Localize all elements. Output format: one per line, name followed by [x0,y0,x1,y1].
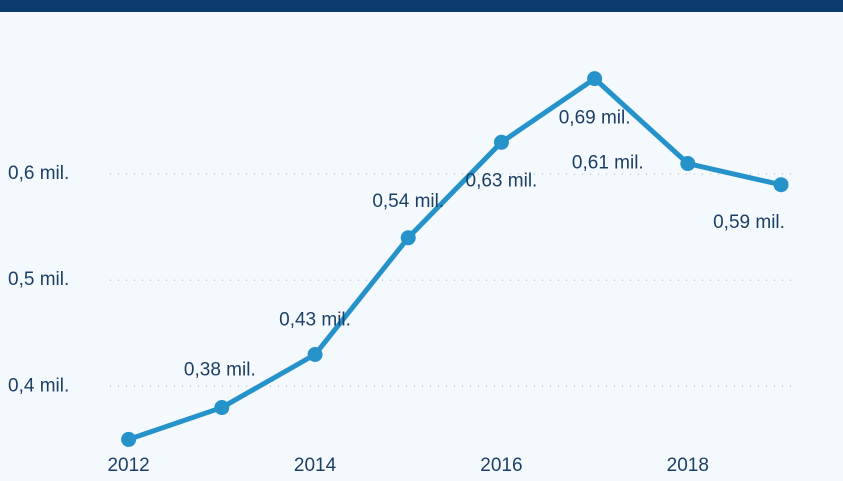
y-tick-label: 0,4 mil. [8,375,69,396]
marker [307,347,323,363]
line [127,76,782,442]
marker [493,134,509,150]
x-tick-label: 2018 [667,455,709,476]
x-tick-label: 2014 [294,455,337,476]
data-label: 0,61 mil. [572,153,644,174]
top-bar [0,0,843,12]
marker [121,431,137,447]
data-label: 0,43 mil. [279,310,351,331]
data-label: 0,59 mil. [713,212,785,233]
marker [773,177,789,193]
marker [214,400,230,416]
data-label: 0,38 mil. [184,360,256,381]
marker [400,230,416,246]
x-tick-label: 2012 [107,455,149,476]
y-tick-label: 0,5 mil. [8,269,69,290]
marker [680,156,696,172]
marker [587,71,603,87]
x-tick-label: 2016 [480,455,522,476]
data-label: 0,69 mil. [559,108,631,129]
y-tick-label: 0,6 mil. [8,163,69,184]
data-label: 0,63 mil. [466,170,538,191]
data-label: 0,54 mil. [372,191,444,212]
